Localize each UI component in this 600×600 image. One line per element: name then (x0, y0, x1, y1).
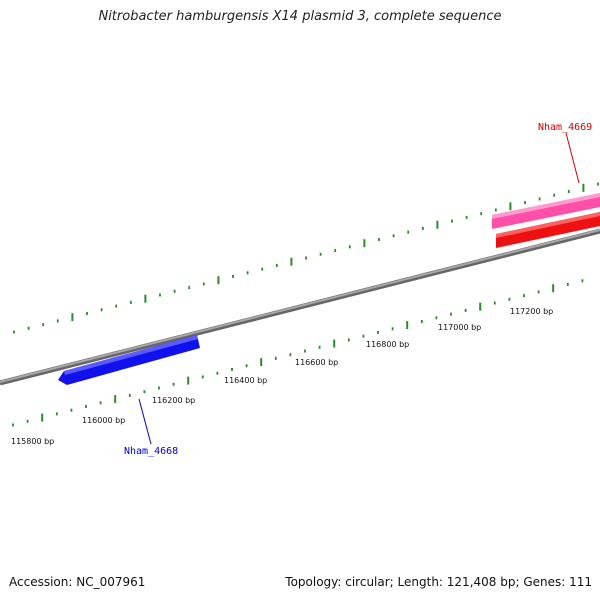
bp-scale-labels: 115800 bp 116000 bp 116200 bp 116400 bp 1166… (11, 307, 553, 446)
gene-nham-4669-leader (565, 132, 580, 184)
lower-tick-track (12, 279, 584, 427)
bp-scale-label: 116600 bp (295, 358, 338, 367)
bp-scale-label: 115800 bp (11, 437, 54, 446)
gene-nham-4668-leader (138, 398, 152, 445)
gene-nham-4669-label[interactable]: Nham_4669 (538, 122, 592, 133)
topology-summary: Topology: circular; Length: 121,408 bp; … (285, 575, 592, 589)
map-title: Nitrobacter hamburgensis X14 plasmid 3, … (98, 9, 502, 24)
bp-scale-label: 116200 bp (152, 396, 195, 405)
upper-tick-track (13, 182, 599, 334)
bp-scale-label: 117000 bp (438, 323, 481, 332)
gene-nham-4669-top-highlight (492, 193, 600, 219)
gene-nham-4669-bottom-highlight (496, 212, 600, 238)
backbone-line-highlight (0, 229, 600, 383)
gene-nham-4668-label[interactable]: Nham_4668 (124, 446, 178, 457)
genome-backbone (0, 228, 600, 386)
gene-nham-4668[interactable]: Nham_4668 (58, 335, 200, 457)
gene-nham-4669[interactable]: Nham_4669 (492, 122, 600, 248)
bp-scale-label: 117200 bp (510, 307, 553, 316)
bp-scale-label: 116000 bp (82, 416, 125, 425)
bp-scale-label: 116800 bp (366, 340, 409, 349)
bp-scale-label: 116400 bp (224, 376, 267, 385)
gene-nham-4668-highlight (64, 335, 198, 375)
accession-text: Accession: NC_007961 (9, 575, 146, 589)
